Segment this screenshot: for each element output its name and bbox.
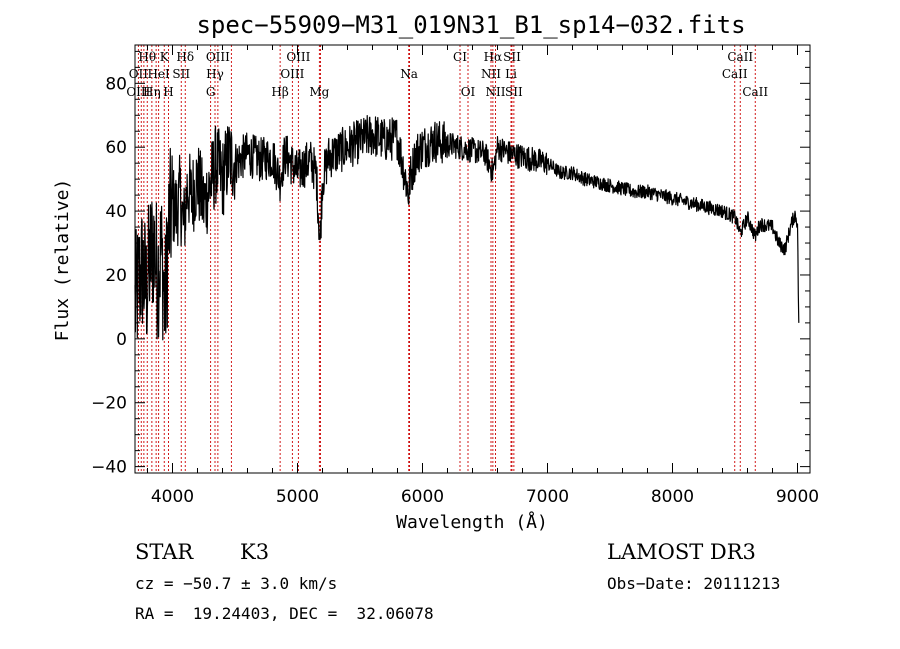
object-class: STAR <box>135 540 194 564</box>
y-tick-label: 0 <box>116 330 127 350</box>
line-label: OII <box>129 67 149 81</box>
x-tick-label: 5000 <box>276 487 319 507</box>
survey-name: LAMOST DR3 <box>607 540 756 564</box>
line-label: Hθ <box>138 50 156 64</box>
y-tick-label: 60 <box>105 138 127 158</box>
line-label: OIII <box>280 67 304 81</box>
line-label: OIII <box>126 85 150 99</box>
redshift-velocity: cz = −50.7 ± 3.0 km/s <box>135 574 338 593</box>
line-label: HeI <box>147 67 170 81</box>
line-label: CaII <box>727 50 753 64</box>
x-axis-label: Wavelength (Å) <box>396 511 548 533</box>
line-label: H <box>163 85 173 99</box>
spectrum-series-line <box>134 115 800 341</box>
line-label: NII <box>486 85 506 99</box>
line-label: Li <box>505 67 517 81</box>
line-label: Na <box>400 67 418 81</box>
y-tick-labels: −40 −20 0 20 40 60 80 <box>91 74 127 477</box>
line-label: OIII <box>286 50 310 64</box>
line-label: Mg <box>309 85 329 99</box>
line-label: CaII <box>722 67 748 81</box>
x-tick-label: 7000 <box>526 487 569 507</box>
x-tick-label: 6000 <box>401 487 444 507</box>
spectral-line-markers <box>137 45 756 473</box>
y-tick-label: 20 <box>105 266 127 286</box>
x-tick-label: 4000 <box>151 487 194 507</box>
line-label: CaII <box>742 85 768 99</box>
y-tick-label: −40 <box>91 458 127 478</box>
line-label: SII <box>505 85 523 99</box>
axis-ticks <box>135 45 810 473</box>
x-tick-labels: 4000 5000 6000 7000 8000 9000 <box>151 487 819 507</box>
line-label: K <box>160 50 170 64</box>
line-label: G <box>206 85 216 99</box>
y-axis-label: Flux (relative) <box>52 179 73 342</box>
y-tick-label: −20 <box>91 394 127 414</box>
line-label: SII <box>503 50 521 64</box>
line-label: Hα <box>484 50 503 64</box>
sky-coordinates: RA = 19.24403, DEC = 32.06078 <box>135 604 434 623</box>
chart-title: spec−55909−M31_019N31_B1_sp14−032.fits <box>196 11 745 39</box>
line-label: Hγ <box>206 67 224 81</box>
x-tick-label: 9000 <box>776 487 819 507</box>
line-label: Hδ <box>176 50 194 64</box>
object-subclass: K3 <box>240 540 270 564</box>
y-tick-label: 40 <box>105 202 127 222</box>
line-label: Hη <box>143 85 161 99</box>
line-label: NII <box>481 67 501 81</box>
x-tick-label: 8000 <box>651 487 694 507</box>
line-label: OI <box>461 85 476 99</box>
y-tick-label: 80 <box>105 74 127 94</box>
line-label: OIII <box>206 50 230 64</box>
line-label: Hβ <box>271 85 288 99</box>
plot-frame <box>134 44 811 474</box>
observation-date: Obs−Date: 20111213 <box>607 574 781 593</box>
line-label: CI <box>453 50 467 64</box>
line-label: SII <box>172 67 190 81</box>
